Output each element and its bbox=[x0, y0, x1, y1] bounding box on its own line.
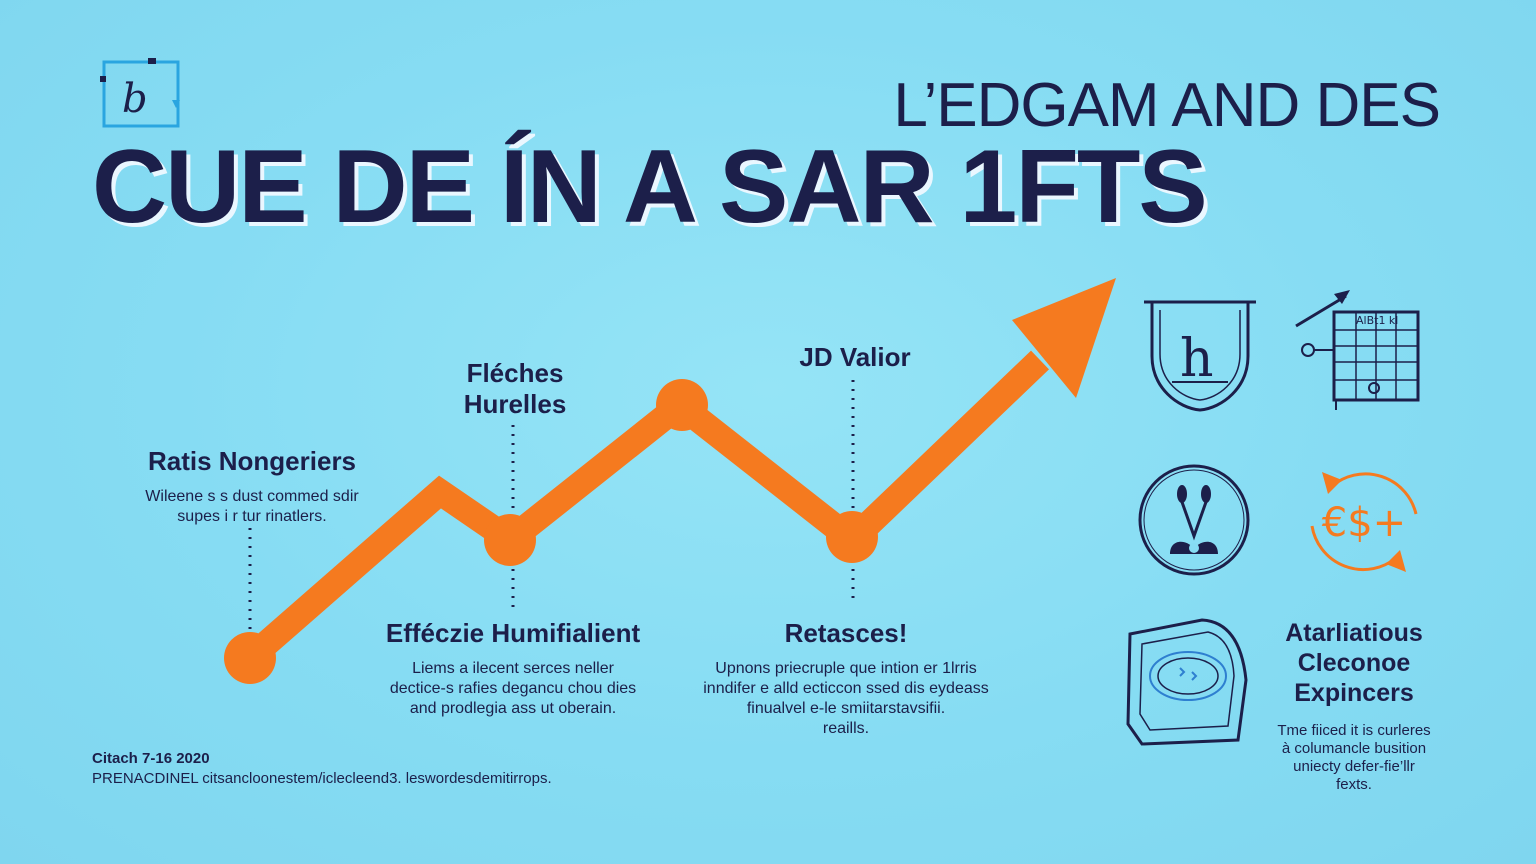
side-panel-body: Tme fiiced it is curleres à columancle b… bbox=[1254, 722, 1454, 794]
side-panel-body-line: uniecty defer-fie’llr bbox=[1293, 758, 1415, 775]
step-3: Efféczie Humifialient Liems a ilecent se… bbox=[348, 618, 678, 719]
shield-letter: h bbox=[1180, 329, 1214, 389]
grid-chart-arrow-icon: AlBt1 kl bbox=[1294, 288, 1430, 412]
step-1-body: Wileene s s dust commed sdir supes i r t… bbox=[110, 487, 394, 527]
step-5-body-line: reaills. bbox=[822, 720, 870, 737]
step-5-body-line: inndifer e alld ecticcon ssed dis eydeas… bbox=[703, 680, 989, 697]
trend-line bbox=[241, 350, 1049, 668]
page-title: CUE DE ÍN A SAR 1FTS bbox=[92, 129, 1208, 245]
step-dot-4 bbox=[826, 511, 878, 563]
step-2-title: Fléches Hurelles bbox=[430, 358, 600, 420]
step-3-body-line: and prodlegia ass ut oberain. bbox=[409, 700, 617, 717]
footer-source: PRENACDINEL citsancloonestem/iclecleend3… bbox=[92, 770, 552, 787]
step-3-body: Liems a ilecent serces neller dectice-s … bbox=[348, 659, 678, 719]
step-4-title: JD Valior bbox=[799, 342, 911, 372]
step-dot-3 bbox=[656, 379, 708, 431]
step-dot-2 bbox=[484, 514, 536, 566]
step-5-body: Upnons priecruple que intion er 1lrris i… bbox=[686, 659, 1006, 739]
side-panel: Atarliatious Cleconoe Expincers Tme fiic… bbox=[1254, 618, 1454, 794]
footer-citation: Citach 7-16 2020 bbox=[92, 750, 210, 767]
svg-text:b: b bbox=[122, 76, 148, 122]
brand-logo: b bbox=[98, 56, 184, 134]
step-3-body-line: dectice-s rafies degancu chou dies bbox=[389, 680, 637, 697]
tilted-card-icon bbox=[1120, 614, 1252, 750]
step-1-body-line: supes i r tur rinatlers. bbox=[177, 508, 327, 525]
shield-h-icon: h bbox=[1138, 294, 1262, 418]
side-panel-title: Atarliatious Cleconoe Expincers bbox=[1254, 618, 1454, 708]
side-panel-body-line: à columancle busition bbox=[1281, 740, 1427, 757]
step-2-title-line: Hurelles bbox=[463, 389, 567, 419]
side-panel-title-line: Cleconoe bbox=[1297, 649, 1411, 677]
side-panel-body-line: Tme fiiced it is curleres bbox=[1277, 722, 1431, 739]
side-panel-title-line: Atarliatious bbox=[1285, 619, 1423, 647]
currency-exchange-icon: €$+ bbox=[1304, 460, 1424, 580]
step-5-body-line: finualvel e-le smiitarstavsifii. bbox=[746, 700, 946, 717]
side-panel-title-line: Expincers bbox=[1294, 679, 1414, 707]
step-5-title: Retasces! bbox=[784, 618, 908, 648]
step-5: Retasces! Upnons priecruple que intion e… bbox=[686, 618, 1006, 739]
circle-figure-icon bbox=[1136, 462, 1252, 578]
step-5-body-line: Upnons priecruple que intion er 1lrris bbox=[715, 660, 977, 677]
side-panel-body-line: fexts. bbox=[1336, 776, 1372, 793]
step-3-body-line: Liems a ilecent serces neller bbox=[412, 660, 614, 677]
step-2: Fléches Hurelles bbox=[430, 358, 600, 420]
step-dot-1 bbox=[224, 632, 276, 684]
header-kicker: L’EDGAM AND DES bbox=[893, 71, 1441, 140]
grid-label: AlBt1 kl bbox=[1356, 314, 1398, 327]
step-2-title-line: Fléches bbox=[466, 358, 564, 388]
currency-label: €$+ bbox=[1322, 500, 1406, 546]
trend-arrowhead bbox=[1012, 278, 1116, 398]
step-1: Ratis Nongeriers Wileene s s dust commed… bbox=[110, 446, 394, 527]
step-1-title: Ratis Nongeriers bbox=[147, 446, 357, 476]
step-1-body-line: Wileene s s dust commed sdir bbox=[145, 488, 359, 505]
step-3-title: Efféczie Humifialient bbox=[385, 618, 641, 648]
step-4: JD Valior bbox=[770, 342, 940, 373]
